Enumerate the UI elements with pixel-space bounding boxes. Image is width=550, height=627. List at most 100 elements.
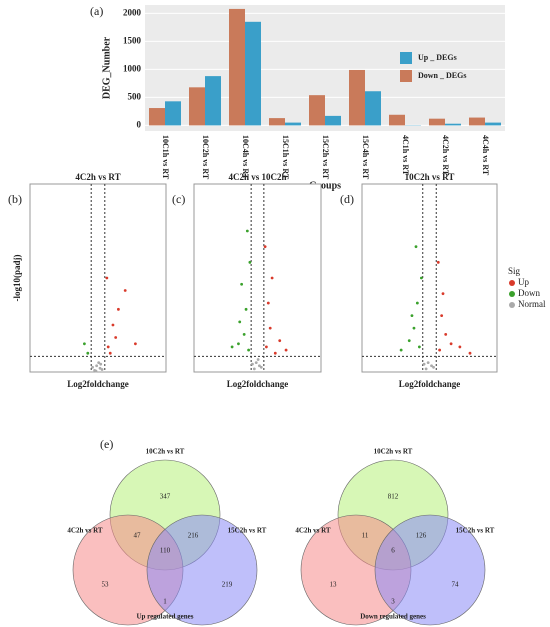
- legend-swatch: [400, 70, 412, 82]
- point: [240, 282, 244, 286]
- region-count: 47: [134, 532, 142, 540]
- caption: Down regulated genes: [360, 613, 426, 621]
- bar: [165, 101, 181, 126]
- panel-title: 4C2h vs 10C2h: [228, 172, 286, 182]
- point: [97, 361, 101, 364]
- legend-dot: [509, 280, 515, 286]
- point: [436, 260, 440, 264]
- legend-dot: [509, 291, 515, 297]
- region-count: 1: [163, 598, 167, 606]
- point: [444, 333, 448, 336]
- region-count: 347: [160, 493, 171, 501]
- panel-label: (c): [172, 192, 185, 206]
- plot-frame: [193, 183, 322, 373]
- x-axis-title: Log2foldchange: [399, 379, 461, 389]
- set-label: 10C2h vs RT: [374, 448, 413, 456]
- point: [441, 292, 445, 296]
- venn-set: [374, 514, 486, 626]
- venn-set: [146, 514, 258, 626]
- y-axis-title: DEG_Number: [101, 36, 112, 99]
- region-count: 53: [102, 581, 110, 589]
- point: [420, 276, 423, 280]
- legend-label: Down: [518, 288, 540, 298]
- x-tick-label: 15C2h vs RT: [321, 135, 330, 180]
- point: [99, 362, 103, 366]
- point: [258, 364, 261, 368]
- panel-label: (e): [100, 437, 113, 451]
- point: [270, 276, 274, 280]
- legend-label: Up _ DEGs: [418, 53, 457, 62]
- point: [242, 333, 246, 336]
- region-count: 216: [188, 532, 199, 540]
- point: [252, 367, 256, 371]
- region-count: 6: [391, 547, 395, 555]
- x-tick-label: 15C1h vs RT: [281, 135, 290, 180]
- point: [264, 345, 268, 349]
- panel-title: 4C2h vs RT: [75, 172, 120, 182]
- point: [95, 364, 99, 368]
- point: [106, 345, 110, 349]
- bar: [205, 76, 221, 126]
- panel-label: (d): [340, 192, 354, 206]
- legend-swatch: [400, 52, 412, 64]
- point: [237, 342, 240, 346]
- region-count: 812: [388, 493, 399, 501]
- point: [86, 351, 90, 355]
- x-tick-label: 4C1h vs RT: [401, 135, 410, 176]
- point: [238, 320, 242, 324]
- point: [111, 323, 115, 327]
- bar: [229, 8, 245, 126]
- y-axis-title: -log10(padj): [12, 254, 22, 301]
- point: [417, 345, 421, 349]
- bar: [285, 122, 301, 126]
- y-tick-label: 500: [128, 91, 142, 101]
- legend-label: Up: [518, 277, 529, 287]
- legend-label: Normal: [518, 299, 546, 309]
- point: [259, 365, 263, 369]
- point: [108, 351, 112, 355]
- region-count: 13: [330, 581, 338, 589]
- point: [266, 301, 270, 305]
- point: [407, 339, 411, 343]
- point: [412, 326, 416, 330]
- point: [98, 366, 102, 370]
- x-axis-title: Log2foldchange: [67, 379, 129, 389]
- bar: [349, 69, 365, 126]
- panel-label: (a): [90, 4, 103, 18]
- point: [123, 289, 127, 292]
- point: [410, 314, 414, 317]
- point: [414, 245, 418, 249]
- legend-dot: [509, 302, 515, 308]
- y-tick-label: 1000: [123, 63, 142, 73]
- set-label: 10C2h vs RT: [146, 448, 185, 456]
- set-label: 4C2h vs RT: [295, 527, 330, 535]
- x-tick-label: 15C4h vs RT: [361, 135, 370, 180]
- point: [415, 301, 419, 305]
- bar: [325, 115, 341, 126]
- bar: [245, 21, 261, 126]
- point: [449, 342, 453, 346]
- point: [468, 351, 472, 355]
- region-count: 74: [452, 581, 460, 589]
- point: [134, 342, 137, 346]
- bar: [429, 118, 445, 126]
- bar: [149, 108, 165, 126]
- set-label: 15C2h vs RT: [456, 527, 495, 535]
- bar: [365, 91, 381, 126]
- point: [245, 229, 249, 233]
- bar: [389, 114, 405, 126]
- point: [399, 348, 403, 352]
- point: [440, 314, 444, 317]
- legend-label: Down _ DEGs: [418, 71, 466, 80]
- point: [244, 307, 248, 311]
- x-tick-label: 4C4h vs RT: [481, 135, 490, 176]
- point: [94, 369, 98, 373]
- point: [256, 358, 260, 361]
- point: [268, 326, 272, 330]
- set-label: 15C2h vs RT: [228, 527, 267, 535]
- point: [424, 367, 428, 371]
- x-tick-label: 10C1h vs RT: [161, 135, 170, 180]
- point: [273, 351, 277, 355]
